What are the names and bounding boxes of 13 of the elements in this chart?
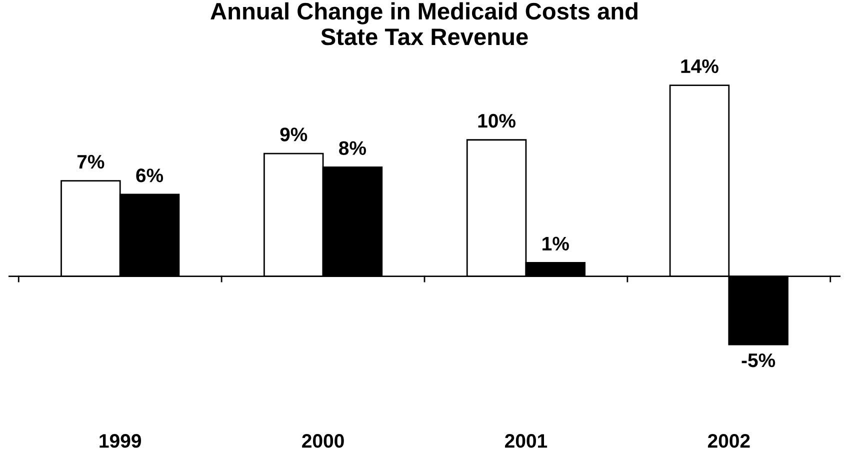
data-label: 8% — [339, 141, 366, 155]
x-tick-label: 2001 — [505, 434, 548, 448]
x-tick-label: 2000 — [302, 434, 344, 448]
x-tick-label: 1999 — [100, 434, 142, 448]
data-label: 9% — [280, 128, 308, 142]
data-label: 1% — [542, 236, 569, 250]
data-label: -5% — [742, 353, 776, 368]
data-label: 7% — [77, 154, 104, 169]
data-label: 6% — [136, 168, 164, 182]
data-label: 10% — [478, 114, 516, 128]
data-label: 14% — [681, 59, 718, 74]
x-tick-label: 2002 — [708, 434, 750, 448]
chart-title: Annual Change in Medicaid Costs and State Tax Revenue — [210, 2, 638, 46]
